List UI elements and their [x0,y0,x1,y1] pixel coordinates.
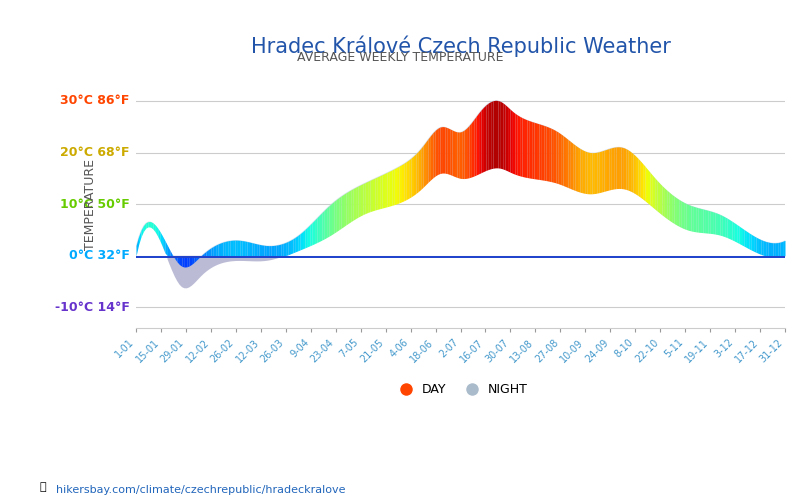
Text: TEMPERATURE: TEMPERATURE [84,158,97,250]
Legend: DAY, NIGHT: DAY, NIGHT [388,378,533,401]
Text: 30°C 86°F: 30°C 86°F [60,94,130,108]
Text: 0°C 32°F: 0°C 32°F [69,250,130,262]
Text: -10°C 14°F: -10°C 14°F [54,301,130,314]
Text: AVERAGE WEEKLY TEMPERATURE: AVERAGE WEEKLY TEMPERATURE [297,51,503,64]
Title: Hradec Králové Czech Republic Weather: Hradec Králové Czech Republic Weather [250,35,670,56]
Text: 10°C 50°F: 10°C 50°F [60,198,130,210]
Text: 📍: 📍 [40,482,46,492]
Text: 20°C 68°F: 20°C 68°F [60,146,130,159]
Text: hikersbay.com/climate/czechrepublic/hradeckralove: hikersbay.com/climate/czechrepublic/hrad… [56,485,346,495]
